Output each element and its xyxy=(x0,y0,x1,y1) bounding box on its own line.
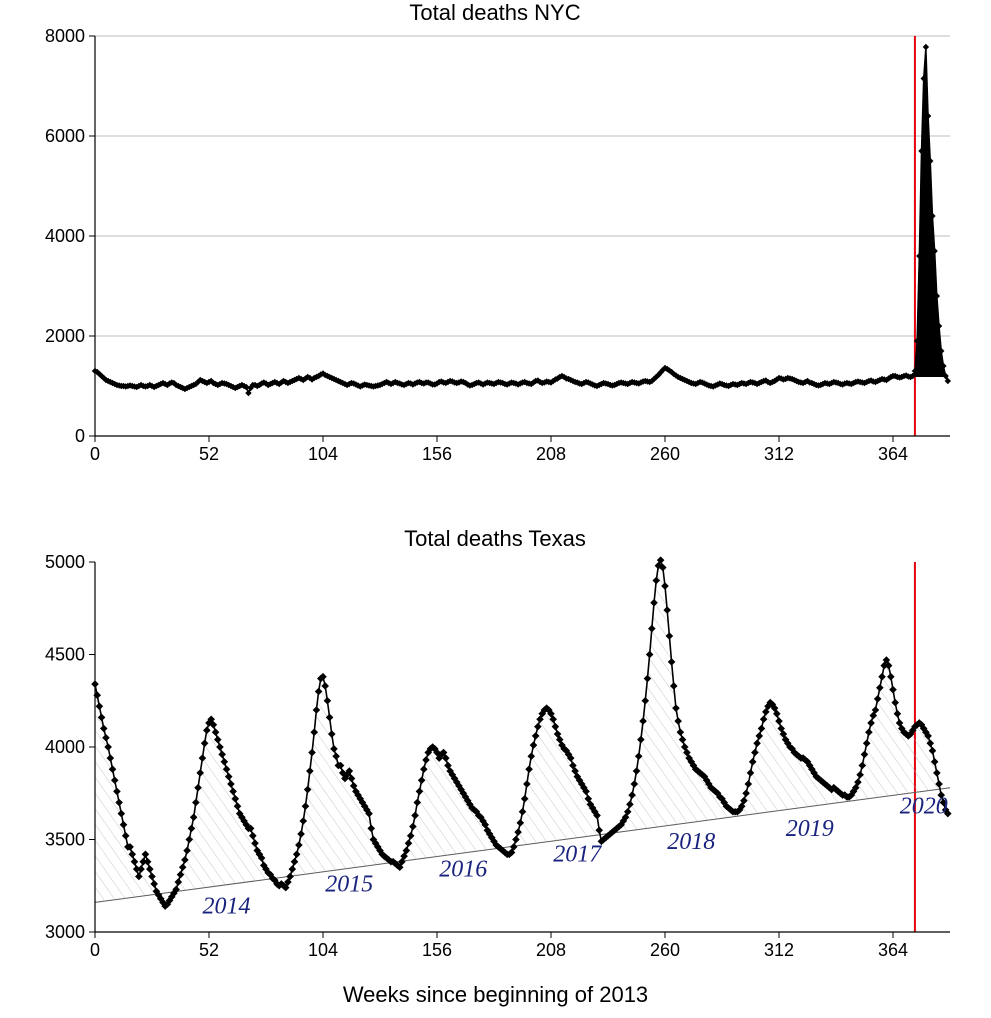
svg-text:364: 364 xyxy=(878,940,908,960)
figure: Total deaths NYC 0 52 104 156 208 260 312 364 0 2… xyxy=(0,0,991,1018)
svg-text:5000: 5000 xyxy=(45,552,85,572)
texas-chart-svg: 0 52 104 156 208 260 312 364 3000 3500 4000 4500 500… xyxy=(25,552,965,972)
svg-text:2014: 2014 xyxy=(203,894,251,920)
svg-text:0: 0 xyxy=(90,444,100,464)
svg-text:104: 104 xyxy=(308,940,338,960)
svg-text:2020: 2020 xyxy=(900,794,948,820)
svg-text:4000: 4000 xyxy=(45,737,85,757)
svg-text:312: 312 xyxy=(764,444,794,464)
svg-text:4500: 4500 xyxy=(45,645,85,665)
svg-text:8000: 8000 xyxy=(45,26,85,46)
svg-text:2000: 2000 xyxy=(45,326,85,346)
svg-text:364: 364 xyxy=(878,444,908,464)
svg-text:156: 156 xyxy=(422,940,452,960)
svg-text:2018: 2018 xyxy=(667,829,715,855)
svg-text:2019: 2019 xyxy=(786,816,834,842)
svg-text:3000: 3000 xyxy=(45,922,85,942)
svg-text:2016: 2016 xyxy=(439,857,487,883)
nyc-chart-svg: 0 52 104 156 208 260 312 364 0 2000 4000 6000 8000 xyxy=(25,26,965,476)
svg-text:2015: 2015 xyxy=(325,871,373,897)
svg-text:52: 52 xyxy=(199,444,219,464)
panel-texas: Total deaths Texas 0 52 104 156 208 260 312 364… xyxy=(25,500,965,970)
x-axis-label: Weeks since beginning of 2013 xyxy=(0,982,991,1008)
texas-title: Total deaths Texas xyxy=(25,500,965,552)
svg-text:0: 0 xyxy=(90,940,100,960)
svg-text:0: 0 xyxy=(75,426,85,446)
svg-text:2017: 2017 xyxy=(553,842,602,868)
nyc-title: Total deaths NYC xyxy=(25,0,965,26)
svg-text:260: 260 xyxy=(650,444,680,464)
svg-text:208: 208 xyxy=(536,940,566,960)
svg-text:6000: 6000 xyxy=(45,126,85,146)
svg-text:52: 52 xyxy=(199,940,219,960)
svg-text:104: 104 xyxy=(308,444,338,464)
svg-text:4000: 4000 xyxy=(45,226,85,246)
svg-text:3500: 3500 xyxy=(45,830,85,850)
svg-text:312: 312 xyxy=(764,940,794,960)
svg-text:156: 156 xyxy=(422,444,452,464)
panel-nyc: Total deaths NYC 0 52 104 156 208 260 312 364 0 2… xyxy=(25,0,965,480)
svg-text:260: 260 xyxy=(650,940,680,960)
svg-text:208: 208 xyxy=(536,444,566,464)
